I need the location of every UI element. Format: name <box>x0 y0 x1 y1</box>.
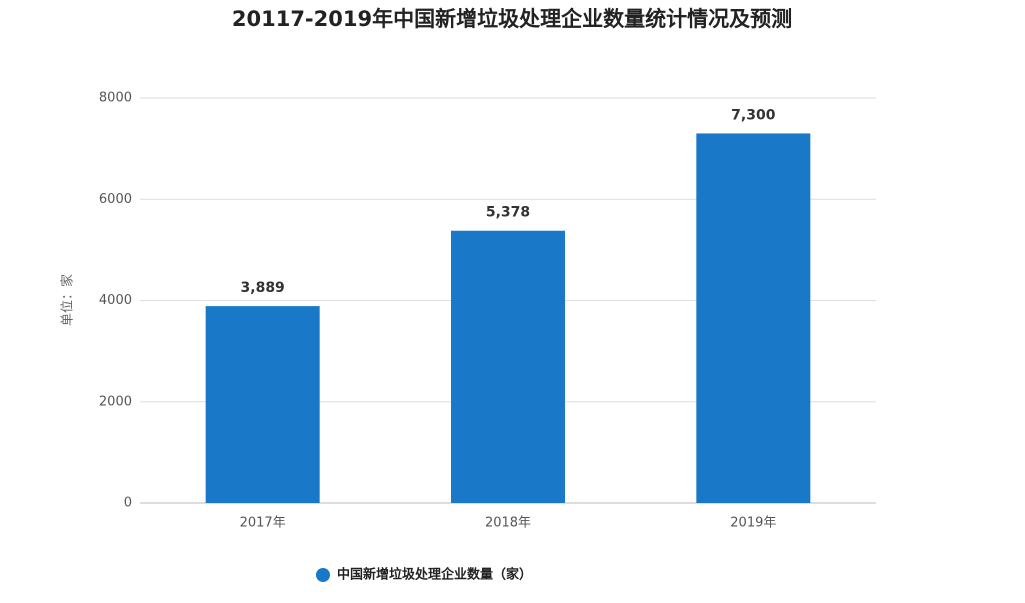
bar <box>696 133 811 503</box>
value-label: 7,300 <box>731 107 776 123</box>
x-tick-label: 2018年 <box>485 516 531 531</box>
bar <box>205 306 320 503</box>
y-tick-label: 6000 <box>99 192 132 207</box>
y-tick-label: 2000 <box>99 394 132 409</box>
x-tick-label: 2017年 <box>240 516 286 531</box>
value-label: 3,889 <box>241 280 285 296</box>
y-tick-label: 4000 <box>99 293 132 308</box>
bar <box>451 230 565 503</box>
y-tick-label: 0 <box>124 496 132 511</box>
y-tick-label: 8000 <box>99 91 132 106</box>
x-tick-label: 2019年 <box>730 516 776 531</box>
legend-label: 中国新增垃圾处理企业数量（家） <box>337 567 532 583</box>
chart-title: 20117-2019年中国新增垃圾处理企业数量统计情况及预测 <box>232 7 792 31</box>
legend-marker <box>316 568 330 582</box>
value-label: 5,378 <box>486 205 530 221</box>
y-axis-label: 单位：家 <box>60 274 76 326</box>
